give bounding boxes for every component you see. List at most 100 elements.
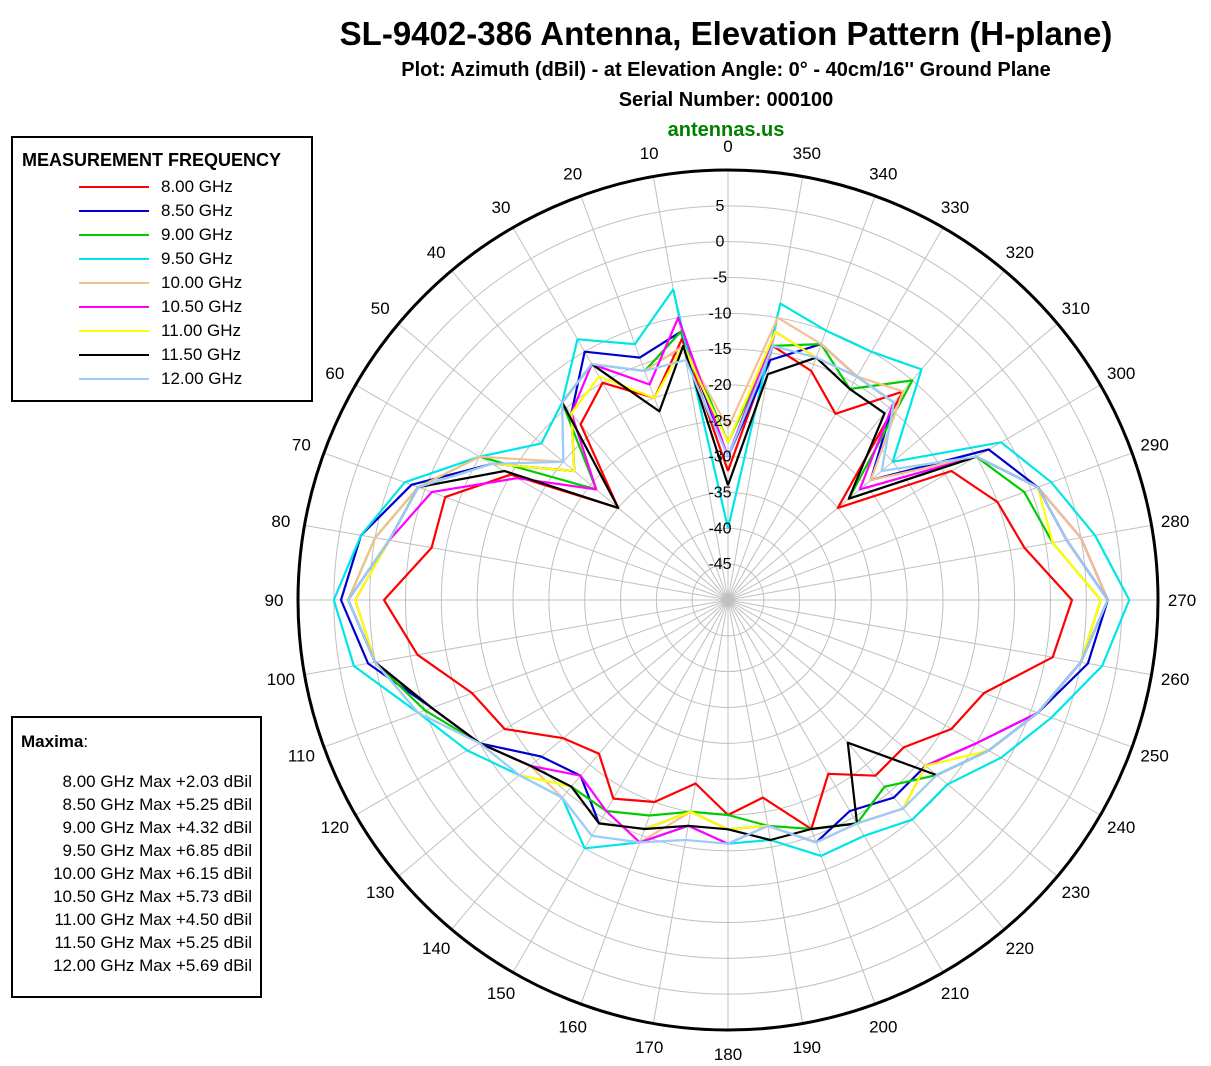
radial-tick-label: -10 xyxy=(708,305,731,322)
angle-label: 160 xyxy=(559,1018,587,1037)
grid-spoke xyxy=(727,270,1005,601)
legend-label: 9.50 GHz xyxy=(161,249,233,268)
angle-label: 340 xyxy=(869,164,897,183)
grid-spoke xyxy=(727,599,1101,816)
angle-label: 30 xyxy=(492,198,511,217)
legend-swatch xyxy=(79,306,149,308)
angle-label: 220 xyxy=(1006,939,1034,958)
grid-spoke xyxy=(652,176,729,601)
angle-label: 330 xyxy=(941,198,969,217)
legend-label: 12.00 GHz xyxy=(161,369,243,388)
grid-spoke xyxy=(727,599,1005,930)
radial-tick-label: -45 xyxy=(708,556,731,573)
legend-label: 8.50 GHz xyxy=(161,201,233,220)
grid-spoke xyxy=(355,599,729,816)
grid-spoke xyxy=(727,176,804,601)
legend-label: 11.50 GHz xyxy=(161,345,242,364)
maxima-title: Maxima xyxy=(21,732,84,751)
angle-label: 310 xyxy=(1062,299,1090,318)
angle-label: 210 xyxy=(941,984,969,1003)
angle-label: 300 xyxy=(1107,364,1135,383)
radial-tick-label: 0 xyxy=(716,234,725,251)
legend-label: 8.00 GHz xyxy=(161,177,233,196)
chart-subtitle: Plot: Azimuth (dBil) - at Elevation Angl… xyxy=(401,59,1050,81)
angle-label: 240 xyxy=(1107,818,1135,837)
maxima-row: 11.50 GHz Max +5.25 dBil xyxy=(54,933,252,952)
grid-spoke xyxy=(727,452,1133,601)
legend: MEASUREMENT FREQUENCY 8.00 GHz 8.50 GHz 9.… xyxy=(11,136,313,402)
legend-item: 12.00 GHz xyxy=(22,367,311,391)
grid-spoke xyxy=(304,524,729,601)
radial-tick-label: 5 xyxy=(716,198,725,215)
grid-spoke xyxy=(323,452,729,601)
grid-spoke xyxy=(727,384,1101,601)
maxima-heading: Maxima: xyxy=(21,732,252,752)
legend-item: 11.50 GHz xyxy=(22,343,311,367)
angle-label: 100 xyxy=(267,670,295,689)
maxima-rows: 8.00 GHz Max +2.03 dBil 8.50 GHz Max +5.2… xyxy=(21,772,252,979)
axis-labels: 0102030405060708090100110120130140150160… xyxy=(265,137,1197,1064)
outer-ring xyxy=(296,168,1160,1032)
legend-swatch xyxy=(79,186,149,188)
chart-title: SL-9402-386 Antenna, Elevation Pattern (… xyxy=(340,15,1113,52)
legend-rows: 8.00 GHz 8.50 GHz 9.00 GHz 9.50 GHz 10.00 GH… xyxy=(22,175,311,391)
legend-item: 8.00 GHz xyxy=(22,175,311,199)
legend-swatch xyxy=(79,354,149,356)
grid-spoke xyxy=(727,599,804,1024)
angle-label: 190 xyxy=(793,1038,821,1057)
angle-label: 180 xyxy=(714,1045,742,1064)
radial-tick-label: -5 xyxy=(713,270,727,287)
grid-spoke xyxy=(727,524,1152,601)
legend-swatch xyxy=(79,282,149,284)
legend-label: 9.00 GHz xyxy=(161,225,233,244)
angle-label: 50 xyxy=(371,299,390,318)
grid-spoke xyxy=(727,599,944,973)
angle-label: 130 xyxy=(366,883,394,902)
radial-tick-label: -40 xyxy=(708,520,731,537)
legend-swatch xyxy=(79,210,149,212)
legend-item: 10.00 GHz xyxy=(22,271,311,295)
legend-label: 10.50 GHz xyxy=(161,297,243,316)
angle-label: 350 xyxy=(793,144,821,163)
legend-item: 8.50 GHz xyxy=(22,199,311,223)
angle-label: 150 xyxy=(487,984,515,1003)
angle-label: 140 xyxy=(422,939,450,958)
maxima-row: 11.00 GHz Max +4.50 dBil xyxy=(54,910,252,929)
angle-label: 250 xyxy=(1140,746,1168,765)
angle-label: 0 xyxy=(723,137,732,156)
grid-spoke xyxy=(323,599,729,748)
angle-label: 290 xyxy=(1140,436,1168,455)
legend-label: 10.00 GHz xyxy=(161,273,243,292)
angle-label: 280 xyxy=(1161,512,1189,531)
grid-spoke xyxy=(355,384,729,601)
polar-grid xyxy=(296,168,1160,1032)
radial-tick-label: -35 xyxy=(708,485,731,502)
angle-label: 170 xyxy=(635,1038,663,1057)
radial-tick-label: -25 xyxy=(708,413,731,430)
radial-tick-label: -15 xyxy=(708,341,731,358)
radial-tick-label: -20 xyxy=(708,377,731,394)
legend-item: 11.00 GHz xyxy=(22,319,311,343)
angle-label: 80 xyxy=(271,512,290,531)
series-layer xyxy=(332,288,1131,858)
angle-label: 60 xyxy=(325,364,344,383)
serial-number: Serial Number: 000100 xyxy=(619,89,834,111)
grid-spoke xyxy=(727,599,1133,748)
radial-tick-label: -30 xyxy=(708,449,731,466)
grid-spoke xyxy=(512,599,729,973)
grid-spoke xyxy=(451,270,729,601)
legend-item: 9.50 GHz xyxy=(22,247,311,271)
angle-label: 110 xyxy=(288,746,315,765)
legend-item: 10.50 GHz xyxy=(22,295,311,319)
angle-label: 230 xyxy=(1062,883,1090,902)
maxima-row: 8.50 GHz Max +5.25 dBil xyxy=(62,795,252,814)
legend-swatch xyxy=(79,234,149,236)
grid-spoke xyxy=(451,599,729,930)
maxima-row: 12.00 GHz Max +5.69 dBil xyxy=(53,956,252,975)
legend-label: 11.00 GHz xyxy=(161,321,242,340)
grid-spoke xyxy=(727,195,876,601)
maxima-row: 10.00 GHz Max +6.15 dBil xyxy=(53,864,252,883)
legend-item: 9.00 GHz xyxy=(22,223,311,247)
angle-label: 320 xyxy=(1006,243,1034,262)
grid-spoke xyxy=(727,599,1058,877)
